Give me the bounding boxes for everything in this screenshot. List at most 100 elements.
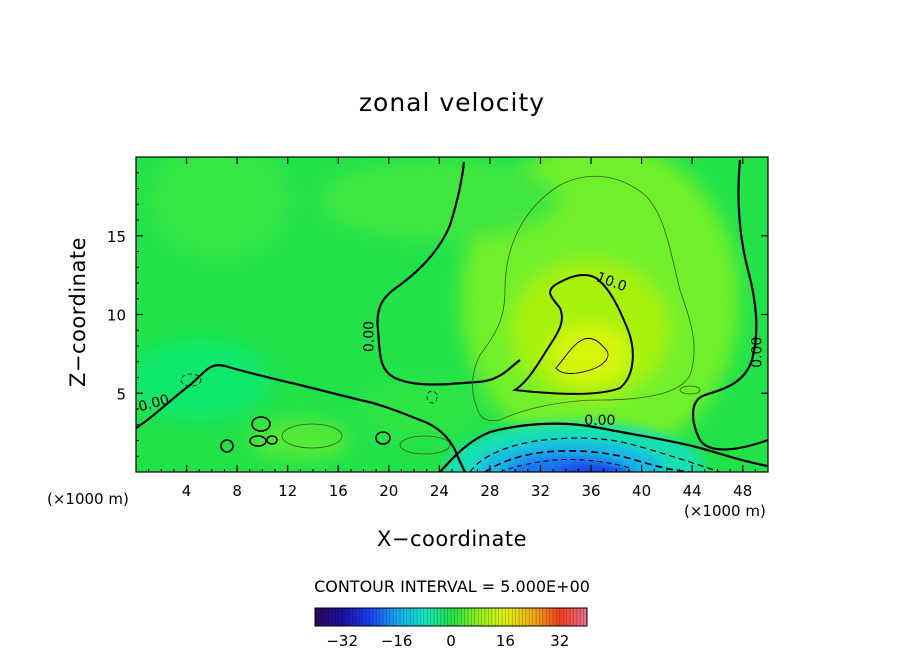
colorbar-cell xyxy=(553,608,557,626)
contour-label: 0.00 xyxy=(750,337,766,368)
x-tick-label: 44 xyxy=(683,482,702,500)
colorbar-cell xyxy=(345,608,350,626)
colorbar-tick-label: −16 xyxy=(381,632,413,650)
colorbar-cell xyxy=(536,608,540,626)
colorbar-cell xyxy=(318,608,323,626)
contour-blob xyxy=(220,439,234,453)
colorbar-cell xyxy=(573,608,578,626)
colorbar-cell xyxy=(403,608,408,626)
colorbar-cell xyxy=(376,608,380,626)
colorbar-cell xyxy=(362,608,367,626)
colorbar-cell xyxy=(396,608,401,626)
colorbar-cell xyxy=(427,608,431,626)
negative-contour-2 xyxy=(484,450,691,472)
colorbar-cell xyxy=(515,608,520,626)
colorbar-cell xyxy=(570,608,574,626)
velocity-field xyxy=(136,157,768,472)
colorbar-cell xyxy=(338,608,343,626)
colorbar-cell xyxy=(444,608,448,626)
contour-label: 0.00 xyxy=(362,321,378,352)
colorbar-tick-label: 0 xyxy=(446,632,456,650)
x-tick-label: 8 xyxy=(232,482,242,500)
x-tick-label: 40 xyxy=(632,482,651,500)
contour-blob xyxy=(180,373,202,387)
x-tick-label: 32 xyxy=(531,482,550,500)
colorbar-cell xyxy=(454,608,459,626)
colorbar-cell xyxy=(372,608,377,626)
x-tick-label: 24 xyxy=(430,482,449,500)
colorbar-cell xyxy=(383,608,387,626)
contour-blob xyxy=(399,435,451,455)
colorbar-cell xyxy=(389,608,394,626)
colorbar-cell xyxy=(539,608,544,626)
colorbar-cell xyxy=(423,608,428,626)
colorbar-cell xyxy=(546,608,550,626)
colorbar-cell xyxy=(529,608,533,626)
y-tick-label: 15 xyxy=(107,228,126,246)
colorbar-cell xyxy=(386,608,391,626)
colorbar-cell xyxy=(379,608,384,626)
colorbar-cell xyxy=(474,608,479,626)
y-tick-label: 5 xyxy=(116,385,126,403)
colorbar-frame xyxy=(314,607,588,627)
colorbar-cell xyxy=(488,608,493,626)
x-unit-right: (×1000 m) xyxy=(684,502,766,520)
colorbar-cell xyxy=(332,608,336,626)
x-axis-label: X−coordinate xyxy=(377,527,527,551)
colorbar-cell xyxy=(440,608,445,626)
x-tick-label: 16 xyxy=(329,482,348,500)
contour-blob xyxy=(251,416,271,432)
colorbar-cell xyxy=(498,608,503,626)
colorbar-cell xyxy=(580,608,584,626)
contour-blob xyxy=(281,423,343,449)
colorbar-cell xyxy=(481,608,486,626)
colorbar-cell xyxy=(369,608,374,626)
colorbar-cell xyxy=(406,608,411,626)
contour-interval-label: CONTOUR INTERVAL = 5.000E+00 xyxy=(314,577,590,596)
contour-blob xyxy=(266,435,278,445)
colorbar-cell xyxy=(478,608,482,626)
colorbar-cell xyxy=(352,608,357,626)
x-tick-label: 36 xyxy=(581,482,600,500)
colorbar-cell xyxy=(328,608,333,626)
colorbar-cell xyxy=(576,608,581,626)
colorbar-cell xyxy=(400,608,404,626)
chart-title: zonal velocity xyxy=(358,88,546,117)
colorbar-cell xyxy=(355,608,360,626)
colorbar-cell xyxy=(349,608,353,626)
y-tick-label: 10 xyxy=(107,307,126,325)
zero-contour-jet xyxy=(439,422,768,472)
colorbar-cell xyxy=(508,608,513,626)
x-tick-label: 4 xyxy=(182,482,192,500)
colorbar-tick-label: −32 xyxy=(326,632,358,650)
colorbar-cell xyxy=(525,608,530,626)
colorbar-cell xyxy=(315,608,319,626)
contour-15 xyxy=(555,337,609,374)
colorbar-cell xyxy=(430,608,435,626)
colorbar-cell xyxy=(542,608,547,626)
contour-blob xyxy=(375,431,391,445)
negative-contour-3 xyxy=(499,459,631,472)
colorbar-cell xyxy=(519,608,523,626)
contour-5 xyxy=(472,175,695,422)
colorbar-cell xyxy=(335,608,340,626)
colorbar-cell xyxy=(325,608,329,626)
colorbar-cell xyxy=(583,608,588,626)
colorbar-cell xyxy=(522,608,527,626)
contour-label: 0.00 xyxy=(584,413,615,429)
contour-10 xyxy=(512,274,634,395)
colorbar-cell xyxy=(559,608,564,626)
colorbar-cell xyxy=(451,608,455,626)
contour-blob xyxy=(249,435,267,447)
colorbar: −32 −16 0 16 32 xyxy=(314,607,588,650)
x-unit-left: (×1000 m) xyxy=(47,490,129,508)
colorbar-cell xyxy=(342,608,346,626)
colorbar-cell xyxy=(457,608,462,626)
zero-contour-upper xyxy=(376,161,521,386)
contour-label: 0.00 xyxy=(137,392,171,416)
colorbar-cell xyxy=(495,608,499,626)
colorbar-cell xyxy=(413,608,418,626)
colorbar-tick-label: 32 xyxy=(550,632,569,650)
